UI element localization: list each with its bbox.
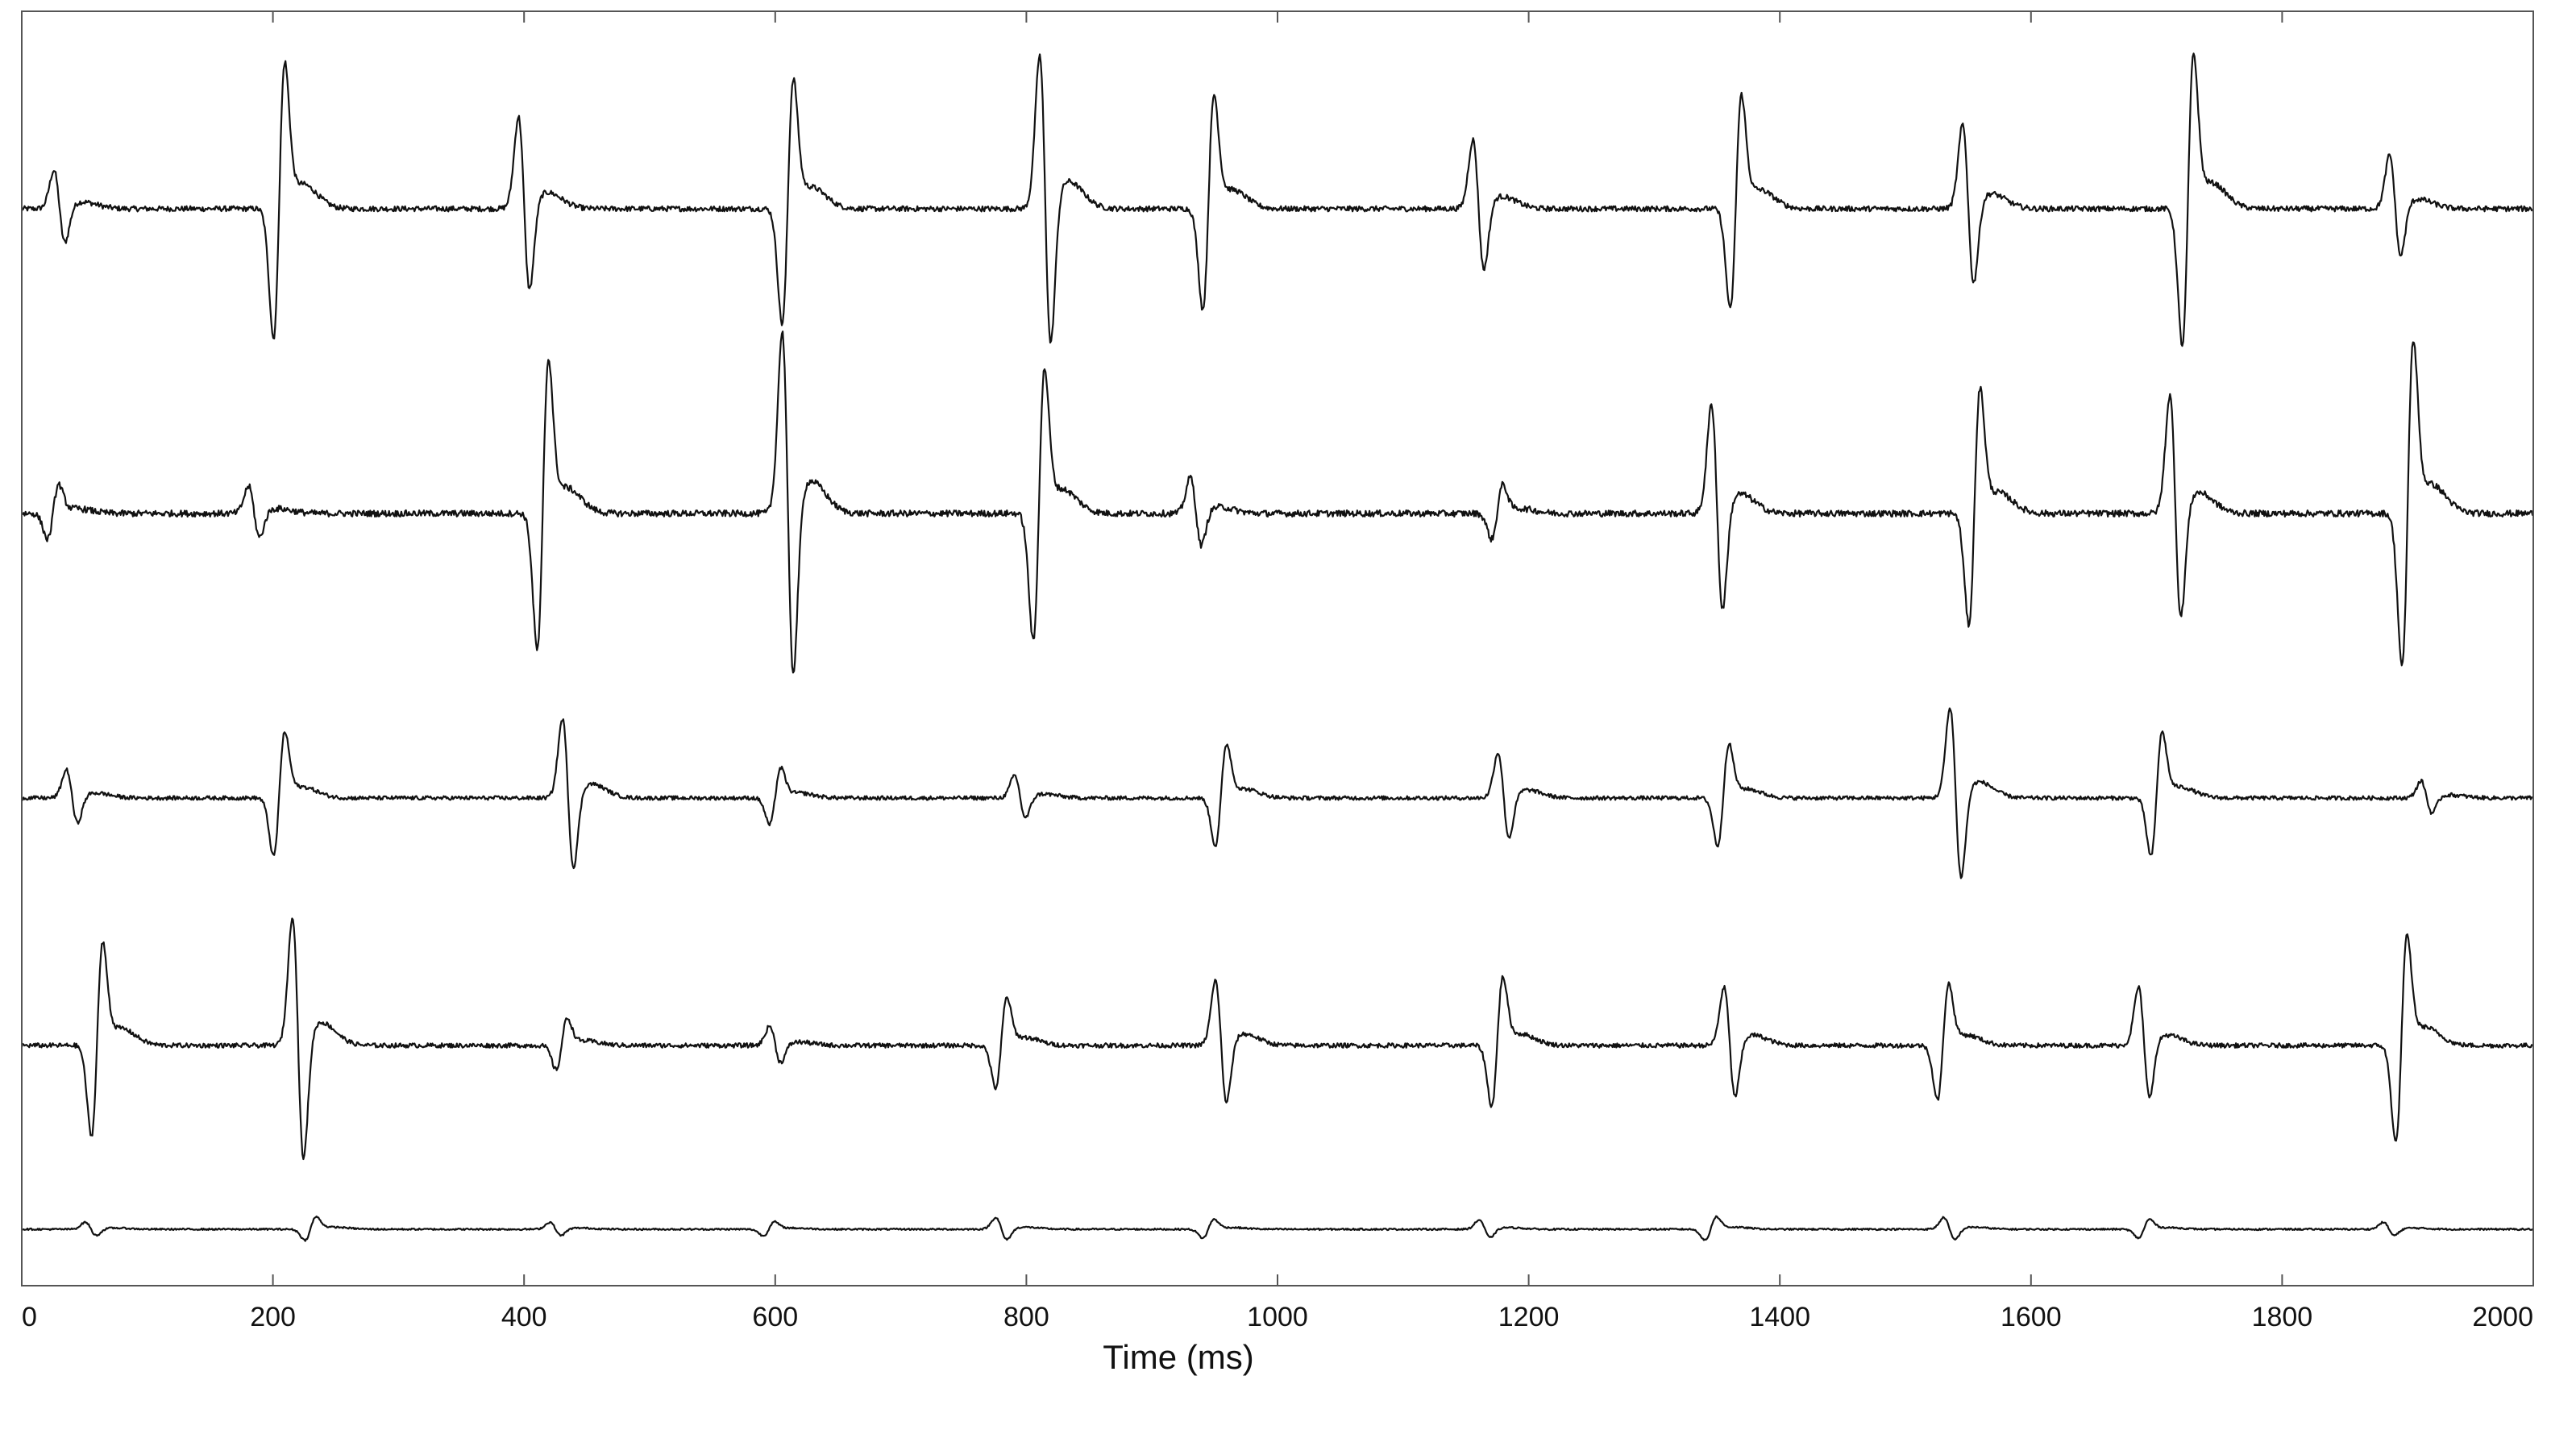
trace-channel-2 (21, 330, 2534, 674)
x-tick-label: 400 (501, 1302, 547, 1332)
trace-channel-1 (21, 52, 2534, 347)
x-tick-label: 200 (250, 1302, 296, 1332)
x-tick-label: 1600 (2001, 1302, 2062, 1332)
x-tick-label: 1800 (2252, 1302, 2313, 1332)
x-tick-label: 600 (752, 1302, 798, 1332)
trace-channel-5 (21, 1215, 2533, 1242)
x-tick-label: 1400 (1749, 1302, 1810, 1332)
trace-channel-4 (20, 917, 2534, 1161)
x-tick-label: 1200 (1498, 1302, 1560, 1332)
x-tick-label: 0 (22, 1302, 37, 1332)
x-tick-label: 2000 (2472, 1302, 2533, 1332)
x-axis-ticks: 0 200 400 600 800 1000 1200 1400 1600 1800 2000 (21, 11, 2534, 1332)
x-tick-label: 1000 (1247, 1302, 1308, 1332)
plot-frame (21, 10, 2534, 1286)
trace-group (20, 52, 2534, 1242)
x-tick-label: 800 (1003, 1302, 1049, 1332)
x-axis-label: Time (ms) (1103, 1338, 1253, 1376)
trace-channel-3 (21, 707, 2533, 879)
